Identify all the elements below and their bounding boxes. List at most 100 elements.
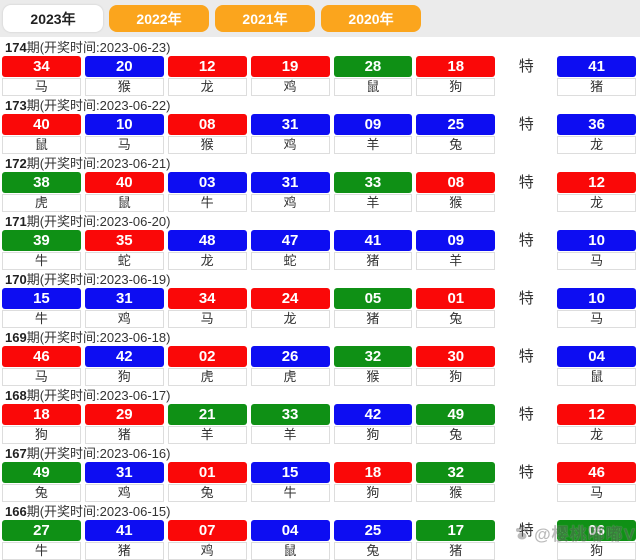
number-cell: 33 羊: [250, 404, 330, 444]
number-cell: 49 兔: [2, 462, 81, 502]
numbers-row: 46 马 42 狗 02 虎 26 虎 32 猴 30 狗特 04 鼠: [0, 346, 640, 386]
zodiac-box: 猴: [333, 368, 413, 386]
number-cell: 40 鼠: [2, 114, 81, 154]
zodiac-box: 龙: [250, 310, 330, 328]
number-box: 15: [250, 462, 330, 483]
special-number-box: 10: [557, 230, 637, 251]
zodiac-box: 虎: [250, 368, 330, 386]
number-box: 40: [84, 172, 164, 193]
number-box: 29: [84, 404, 164, 425]
number-cell: 41 猪: [333, 230, 413, 270]
number-box: 18: [333, 462, 413, 483]
draw-header: 169期(开奖时间:2023-06-18): [5, 330, 640, 345]
draw-info: 期(开奖时间:2023-06-17): [26, 388, 171, 403]
number-cell: 26 虎: [250, 346, 330, 386]
zodiac-box: 鸡: [84, 484, 164, 502]
number-box: 25: [416, 114, 496, 135]
number-box: 46: [2, 346, 81, 367]
number-box: 42: [84, 346, 164, 367]
number-cell: 09 羊: [416, 230, 496, 270]
special-number-cell: 46 马: [557, 462, 637, 502]
number-box: 49: [2, 462, 81, 483]
special-label: 特: [518, 232, 534, 249]
number-cell: 32 猴: [416, 462, 496, 502]
zodiac-box: 狗: [557, 542, 637, 560]
tab-year-1[interactable]: 2022年: [109, 5, 209, 32]
zodiac-box: 虎: [2, 194, 81, 212]
zodiac-box: 马: [557, 252, 637, 270]
number-cell: 31 鸡: [84, 462, 164, 502]
number-box: 31: [84, 462, 164, 483]
zodiac-box: 马: [2, 368, 81, 386]
number-cell: 20 猴: [84, 56, 164, 96]
number-cell: 40 鼠: [84, 172, 164, 212]
special-label: 特: [518, 522, 534, 539]
special-number-box: 12: [557, 404, 637, 425]
special-number-box: 36: [557, 114, 637, 135]
number-box: 05: [333, 288, 413, 309]
zodiac-box: 狗: [333, 484, 413, 502]
tab-year-3[interactable]: 2020年: [321, 5, 421, 32]
zodiac-box: 龙: [557, 426, 637, 444]
number-box: 18: [416, 56, 496, 77]
draw-info: 期(开奖时间:2023-06-19): [26, 272, 171, 287]
draw-header: 174期(开奖时间:2023-06-23): [5, 40, 640, 55]
zodiac-box: 猴: [416, 194, 496, 212]
numbers-row: 40 鼠 10 马 08 猴 31 鸡 09 羊 25 兔 特 36 龙: [0, 114, 640, 154]
number-cell: 08 猴: [167, 114, 247, 154]
draw-header: 166期(开奖时间:2023-06-15): [5, 504, 640, 519]
zodiac-box: 牛: [250, 484, 330, 502]
numbers-row: 38 虎 40 鼠 03 牛 31 鸡 33 羊 08 猴 特 12 龙: [0, 172, 640, 212]
number-box: 09: [416, 230, 496, 251]
number-box: 28: [333, 56, 413, 77]
draw-row: 167期(开奖时间:2023-06-16) 49 兔 31 鸡 01 兔 15 牛 18 狗 32 猴…: [0, 446, 640, 502]
number-cell: 35 蛇: [84, 230, 164, 270]
zodiac-box: 狗: [416, 78, 496, 96]
number-cell: 25 兔: [416, 114, 496, 154]
number-box: 25: [333, 520, 413, 541]
draw-period: 170: [5, 272, 27, 287]
number-box: 34: [2, 56, 81, 77]
special-label: 特: [518, 174, 534, 191]
special-number-box: 06: [557, 520, 637, 541]
draw-period: 166: [5, 504, 27, 519]
draw-period: 173: [5, 98, 27, 113]
number-cell: 31 鸡: [84, 288, 164, 328]
zodiac-box: 马: [2, 78, 81, 96]
special-label: 特: [518, 406, 534, 423]
number-box: 09: [333, 114, 413, 135]
zodiac-box: 牛: [2, 310, 81, 328]
zodiac-box: 羊: [167, 426, 247, 444]
number-cell: 33 羊: [333, 172, 413, 212]
zodiac-box: 狗: [416, 368, 496, 386]
tab-year-2[interactable]: 2021年: [215, 5, 315, 32]
zodiac-box: 羊: [250, 426, 330, 444]
number-box: 48: [167, 230, 247, 251]
zodiac-box: 鼠: [557, 368, 637, 386]
zodiac-box: 鼠: [2, 136, 81, 154]
special-label: 特: [518, 290, 534, 307]
zodiac-box: 马: [557, 484, 637, 502]
zodiac-box: 马: [84, 136, 164, 154]
special-number-cell: 41 猪: [557, 56, 637, 96]
draw-info: 期(开奖时间:2023-06-23): [26, 40, 171, 55]
number-box: 42: [333, 404, 413, 425]
zodiac-box: 鼠: [333, 78, 413, 96]
special-number-box: 12: [557, 172, 637, 193]
number-cell: 27 牛: [2, 520, 81, 560]
draw-info: 期(开奖时间:2023-06-20): [26, 214, 171, 229]
number-box: 47: [250, 230, 330, 251]
special-number-cell: 36 龙: [557, 114, 637, 154]
zodiac-box: 羊: [333, 194, 413, 212]
zodiac-box: 龙: [557, 194, 637, 212]
special-label: 特: [518, 58, 534, 75]
zodiac-box: 猪: [84, 542, 164, 560]
tab-year-0[interactable]: 2023年: [3, 5, 103, 32]
draw-header: 171期(开奖时间:2023-06-20): [5, 214, 640, 229]
number-box: 10: [84, 114, 164, 135]
number-cell: 05 猪: [333, 288, 413, 328]
number-box: 32: [416, 462, 496, 483]
zodiac-box: 猪: [416, 542, 496, 560]
zodiac-box: 龙: [167, 78, 247, 96]
number-cell: 02 虎: [167, 346, 247, 386]
